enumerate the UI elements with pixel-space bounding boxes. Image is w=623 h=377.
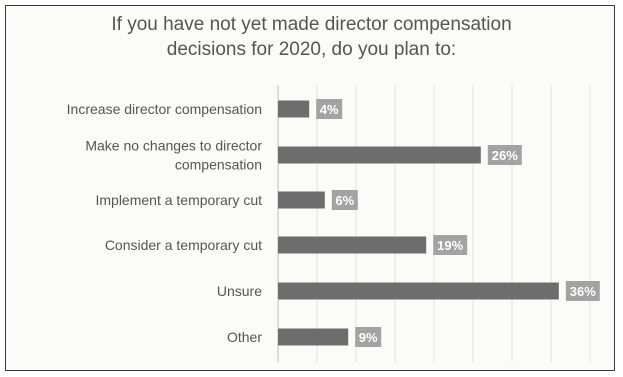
value-label: 6% bbox=[335, 193, 354, 208]
value-label-box bbox=[331, 190, 358, 210]
category-label: Increase director compensation bbox=[67, 101, 262, 117]
value-label: 26% bbox=[492, 148, 518, 163]
value-label-box bbox=[565, 281, 600, 301]
category-label: compensation bbox=[175, 157, 262, 173]
category-label: Make no changes to director bbox=[85, 138, 262, 154]
bar bbox=[278, 236, 427, 254]
bars bbox=[278, 100, 559, 346]
grid-lines bbox=[316, 85, 591, 362]
chart-title-line-1: If you have not yet made director compen… bbox=[111, 14, 512, 35]
value-label: 9% bbox=[359, 330, 378, 345]
category-label: Implement a temporary cut bbox=[95, 192, 262, 208]
chart-title: If you have not yet made director compen… bbox=[0, 12, 623, 62]
value-label: 4% bbox=[320, 102, 339, 117]
bar bbox=[278, 328, 349, 346]
bar bbox=[278, 146, 481, 164]
chart-frame bbox=[5, 5, 615, 371]
value-label-box bbox=[316, 99, 343, 119]
value-label-box bbox=[355, 327, 382, 347]
value-label: 36% bbox=[570, 284, 596, 299]
value-label-box bbox=[487, 145, 522, 165]
value-label-box bbox=[433, 235, 468, 255]
value-labels: 4% 26% 6% 19% 36% 9% bbox=[316, 99, 600, 347]
category-label: Other bbox=[227, 329, 262, 345]
bar bbox=[278, 100, 310, 118]
bar bbox=[278, 282, 559, 300]
category-label: Consider a temporary cut bbox=[105, 237, 262, 253]
bar bbox=[278, 191, 325, 209]
chart-title-line-2: decisions for 2020, do you plan to: bbox=[166, 39, 457, 60]
value-label: 19% bbox=[437, 238, 463, 253]
category-label: Unsure bbox=[217, 283, 262, 299]
category-labels: Increase director compensation Make no ch… bbox=[67, 101, 263, 345]
